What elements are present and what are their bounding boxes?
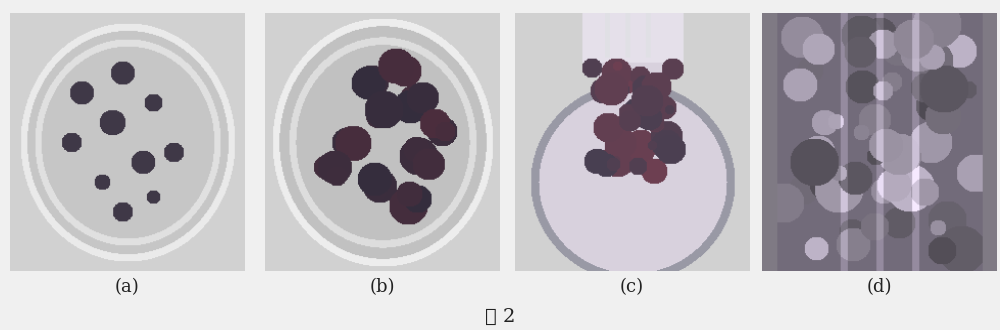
Text: (b): (b) — [369, 278, 395, 296]
Text: (c): (c) — [620, 278, 644, 296]
Text: (a): (a) — [115, 278, 139, 296]
Text: 图 2: 图 2 — [485, 308, 515, 326]
Text: (d): (d) — [866, 278, 892, 296]
